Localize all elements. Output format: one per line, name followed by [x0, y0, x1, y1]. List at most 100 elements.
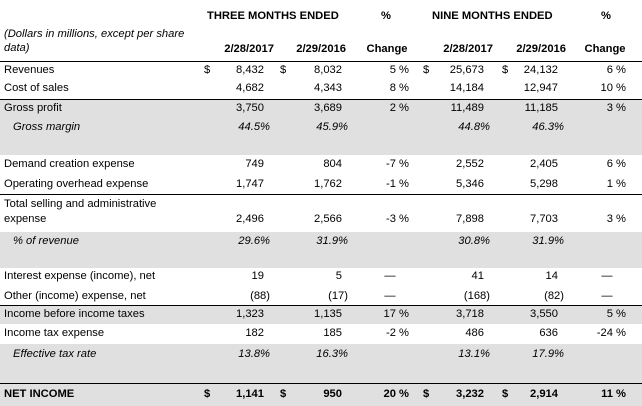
cell-9m-2017: (168)	[463, 290, 490, 302]
cell-3m-2016: 804	[323, 158, 342, 170]
cell-9m-change: 6 %	[606, 158, 626, 170]
cell-3m-change: 2 %	[389, 102, 409, 114]
row-label: Operating overhead expense	[4, 178, 149, 190]
effective-tax-band	[0, 344, 642, 364]
cell-9m-2016: 11,185	[524, 102, 558, 114]
cell-9m-2016: 3,550	[530, 308, 558, 320]
cell-9m-change: —	[601, 270, 613, 282]
row-label: Demand creation expense	[4, 158, 135, 170]
cell-9m-2017: 2,552	[456, 158, 484, 170]
row-label: Revenues	[4, 64, 55, 76]
cell-9m-2017: 5,346	[456, 178, 484, 190]
currency-sign: $	[204, 64, 211, 76]
cell-3m-2017: 19	[251, 270, 264, 282]
cell-9m-2017: 13.1%	[458, 348, 490, 360]
date-col-4: 2/29/2016	[516, 43, 566, 55]
cell-3m-change: -7 %	[385, 158, 409, 170]
cell-9m-2016: 14	[545, 270, 558, 282]
subtotal-rule	[0, 305, 642, 306]
cell-3m-2017: 1,141	[236, 388, 264, 400]
cell-3m-2016: 45.9%	[316, 121, 348, 133]
cell-9m-2016: 46.3%	[532, 121, 564, 133]
row-label: NET INCOME	[4, 388, 75, 400]
row-label: Other (income) expense, net	[4, 290, 146, 302]
cell-3m-2017: 2,496	[236, 213, 264, 225]
cell-9m-2017: 44.8%	[458, 121, 490, 133]
cell-9m-2016: 2,405	[530, 158, 558, 170]
cell-3m-2016: 950	[323, 388, 342, 400]
spacer-band-1	[0, 137, 642, 155]
date-col-2: 2/29/2016	[296, 43, 346, 55]
cell-9m-change: 5 %	[606, 308, 626, 320]
nine-months-header: NINE MONTHS ENDED	[432, 10, 553, 22]
cell-3m-2017: 29.6%	[238, 235, 270, 247]
cell-9m-2016: 31.9%	[532, 235, 564, 247]
cell-3m-change: -2 %	[385, 327, 409, 339]
cell-3m-change: 17 %	[383, 308, 410, 320]
cell-9m-2017: 3,232	[456, 388, 484, 400]
cell-3m-change: 5 %	[389, 64, 409, 76]
cell-3m-change: 20 %	[383, 388, 410, 400]
cell-3m-2017: 8,432	[236, 64, 264, 76]
cell-9m-change: 10 %	[600, 82, 627, 94]
cell-9m-2017: 11,489	[450, 102, 484, 114]
cell-3m-change: -3 %	[385, 213, 409, 225]
row-label: Effective tax rate	[13, 348, 97, 360]
cell-3m-2016: 31.9%	[316, 235, 348, 247]
cell-9m-2016: 5,298	[530, 178, 558, 190]
units-note-line1: (Dollars in millions, except per share	[4, 28, 185, 40]
row-label: Interest expense (income), net	[4, 270, 156, 282]
cell-9m-2017: 30.8%	[458, 235, 490, 247]
cell-3m-2017: 182	[245, 327, 264, 339]
header-rule	[0, 61, 642, 62]
pct-header-1: %	[381, 10, 391, 22]
row-label: Cost of sales	[4, 82, 69, 94]
cell-3m-2017: 1,747	[236, 178, 264, 190]
cell-9m-change: 1 %	[606, 178, 626, 190]
cell-3m-2016: (17)	[328, 290, 348, 302]
cell-9m-change: 6 %	[606, 64, 626, 76]
cell-3m-2017: 1,323	[236, 308, 264, 320]
three-months-header: THREE MONTHS ENDED	[207, 10, 339, 22]
currency-sign: $	[204, 388, 211, 400]
row-label: % of revenue	[13, 235, 79, 247]
cell-3m-change: —	[384, 270, 396, 282]
cell-9m-2016: 636	[539, 327, 558, 339]
cell-9m-change: 11 %	[601, 388, 626, 400]
currency-sign: $	[423, 388, 430, 400]
income-before-taxes-band	[0, 306, 642, 324]
subtotal-rule	[0, 99, 642, 100]
change-col-1: Change	[366, 43, 408, 55]
gross-margin-band	[0, 117, 642, 137]
row-label-line1: Total selling and administrative	[4, 198, 157, 210]
cell-3m-change: —	[384, 290, 396, 302]
cell-9m-2017: 486	[465, 327, 484, 339]
cell-3m-2016: 1,762	[314, 178, 342, 190]
cell-3m-change: -1 %	[385, 178, 409, 190]
cell-9m-2017: 7,898	[456, 213, 484, 225]
cell-9m-2017: 14,184	[449, 82, 484, 94]
cell-3m-2016: 16.3%	[316, 348, 348, 360]
cell-3m-change: 8 %	[389, 82, 409, 94]
gross-profit-band	[0, 100, 642, 117]
cell-3m-2016: 8,032	[314, 64, 342, 76]
cell-9m-2016: (82)	[544, 290, 564, 302]
cell-9m-2016: 12,947	[523, 82, 558, 94]
net-income-band	[0, 382, 642, 406]
row-label: Income before income taxes	[4, 308, 145, 320]
cell-9m-change: -24 %	[596, 327, 626, 339]
row-label: Gross margin	[13, 121, 81, 133]
cell-9m-2017: 25,673	[449, 64, 484, 76]
row-label-line2: expense	[4, 213, 47, 225]
cell-3m-2016: 3,689	[314, 102, 342, 114]
cell-9m-change: —	[601, 290, 613, 302]
cell-3m-2017: (88)	[250, 290, 270, 302]
cell-3m-2017: 13.8%	[238, 348, 270, 360]
cell-3m-2016: 4,343	[314, 82, 342, 94]
cell-3m-2016: 1,135	[314, 308, 342, 320]
cell-3m-2017: 44.5%	[238, 121, 270, 133]
cell-9m-2017: 3,718	[456, 308, 484, 320]
net-income-rule	[0, 383, 642, 384]
date-col-3: 2/28/2017	[443, 43, 493, 55]
